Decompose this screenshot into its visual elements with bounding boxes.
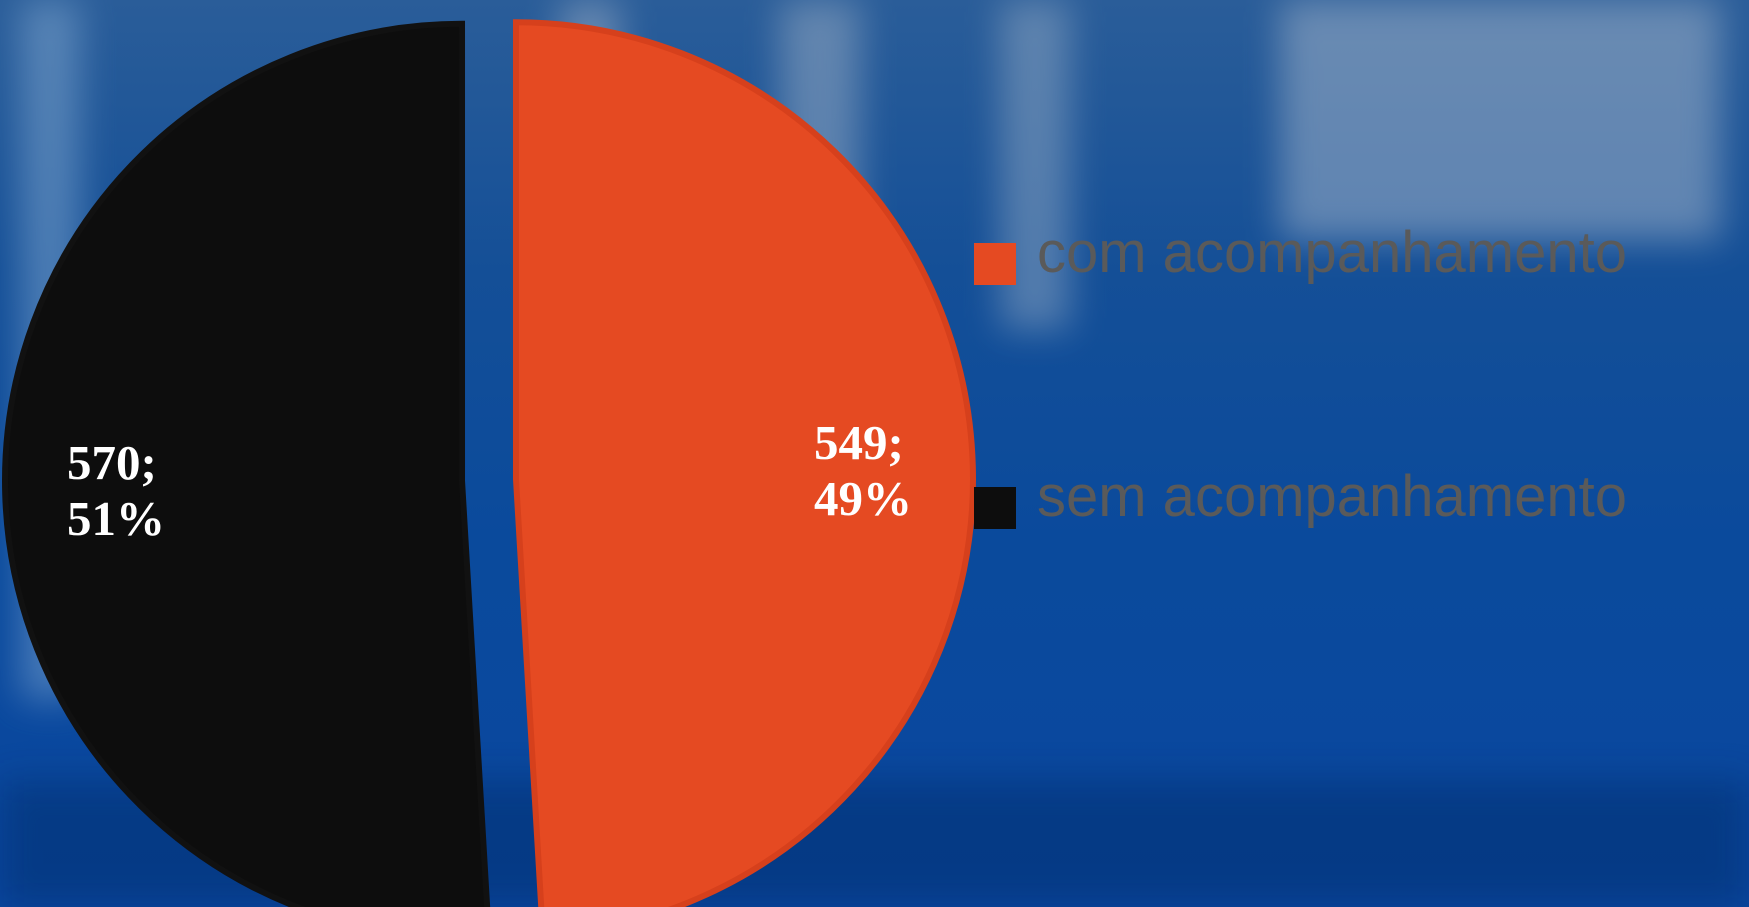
legend-label: com acompanhamento [1037, 219, 1627, 286]
data-label: 570; 51% [67, 435, 165, 547]
slide: 549; 49% 570; 51% com acompanhamento sem ac… [0, 0, 1749, 907]
legend-swatch [974, 487, 1016, 529]
data-label: 549; 49% [814, 415, 912, 527]
legend-label: sem acompanhamento [1037, 463, 1627, 530]
legend-swatch [974, 243, 1016, 285]
